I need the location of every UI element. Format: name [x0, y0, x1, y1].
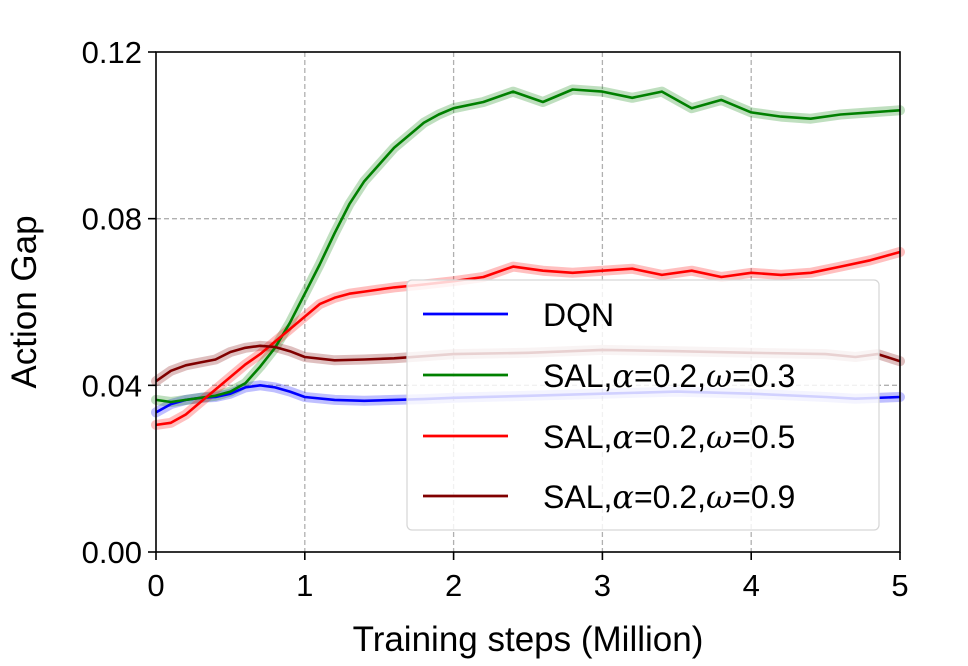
x-axis-label: Training steps (Million): [353, 620, 704, 659]
y-tick-label: 0.00: [82, 535, 142, 570]
x-tick-label: 0: [147, 568, 164, 603]
y-axis-label: Action Gap: [5, 215, 44, 388]
legend-label-sal-omega-0.5: SAL,α=0.2,ω=0.5: [543, 418, 795, 456]
x-tick-label: 5: [891, 568, 908, 603]
x-tick-label: 2: [445, 568, 462, 603]
legend-box: [406, 279, 880, 531]
y-tick-label: 0.12: [82, 35, 142, 70]
axis-ticks: 0 1 2 3 4 5 0.00 0.04 0.08 0.12: [82, 35, 909, 603]
y-tick-label: 0.08: [82, 202, 142, 237]
line-sal-omega-0.3: [155, 88, 901, 404]
legend: DQN SAL,α=0.2,ω=0.3 SAL,α=0.2,ω=0.5 SAL,α=0…: [406, 279, 880, 531]
x-tick-label: 3: [594, 568, 611, 603]
y-tick-label: 0.04: [82, 368, 142, 403]
x-tick-label: 4: [743, 568, 760, 603]
legend-label-sal-omega-0.3: SAL,α=0.2,ω=0.3: [543, 357, 795, 395]
legend-label-sal-omega-0.9: SAL,α=0.2,ω=0.9: [543, 478, 795, 516]
legend-label-dqn: DQN: [543, 297, 614, 333]
plot-frame: [155, 51, 901, 553]
x-tick-label: 1: [296, 568, 313, 603]
